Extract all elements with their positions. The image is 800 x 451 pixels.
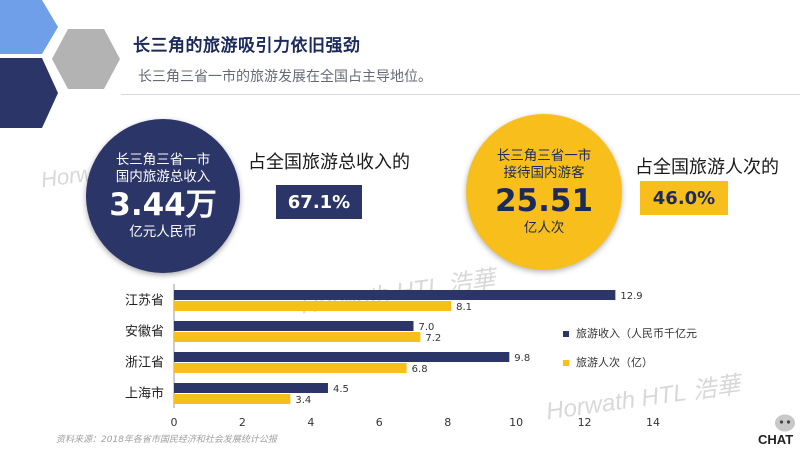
- legend-swatch: [563, 331, 569, 337]
- visitors-circle: 长三角三省一市 接待国内游客 25.51 亿人次: [466, 114, 622, 270]
- data-label: 4.5: [333, 384, 349, 395]
- revenue-share-caption: 占全国旅游总收入的: [248, 152, 410, 173]
- category-label: 上海市: [125, 386, 164, 402]
- x-tick-label: 12: [578, 416, 592, 429]
- bar-visitors: [174, 394, 291, 404]
- data-label: 7.2: [425, 333, 441, 344]
- category-label: 江苏省: [125, 293, 164, 309]
- bar-revenue: [174, 321, 414, 331]
- visitors-share-badge: 46.0%: [640, 181, 728, 215]
- x-tick-label: 10: [509, 416, 523, 429]
- bar-visitors: [174, 363, 407, 373]
- category-label: 浙江省: [125, 356, 164, 371]
- chat-logo-icon: [775, 414, 795, 432]
- visitors-circle-value: 25.51: [494, 182, 594, 219]
- bar-revenue: [174, 290, 616, 300]
- bar-visitors: [174, 332, 421, 342]
- data-label: 6.8: [412, 364, 428, 375]
- x-tick-label: 14: [646, 416, 660, 429]
- legend-label: 旅游人次（亿）: [576, 355, 653, 369]
- x-tick-label: 4: [307, 416, 314, 429]
- hexagon-decoration-navy: [0, 58, 58, 128]
- data-label: 8.1: [456, 302, 472, 313]
- category-label: 安徽省: [125, 325, 164, 340]
- legend-swatch: [563, 360, 569, 366]
- hexagon-decoration-gray: [52, 29, 120, 89]
- revenue-circle-value: 3.44万: [109, 186, 217, 223]
- revenue-circle: 长三角三省一市 国内旅游总收入 3.44万 亿元人民币: [86, 119, 240, 273]
- revenue-share-badge: 67.1%: [276, 185, 362, 219]
- legend-label: 旅游收入（人民币千亿元: [576, 326, 697, 340]
- x-tick-label: 0: [171, 416, 178, 429]
- visitors-circle-line2: 接待国内游客: [503, 164, 585, 181]
- data-label: 3.4: [295, 395, 311, 406]
- visitors-circle-unit: 亿人次: [523, 219, 565, 236]
- x-tick-label: 6: [376, 416, 383, 429]
- x-tick-label: 8: [444, 416, 451, 429]
- revenue-circle-line1: 长三角三省一市: [115, 151, 211, 168]
- x-tick-label: 2: [239, 416, 246, 429]
- header-divider: [121, 94, 800, 95]
- visitors-circle-line1: 长三角三省一市: [496, 147, 592, 164]
- source-note: 资料来源：2018年各省市国民经济和社会发展统计公报: [56, 435, 277, 445]
- bar-revenue: [174, 383, 328, 393]
- data-label: 7.0: [419, 322, 435, 333]
- page-subtitle: 长三角三省一市的旅游发展在全国占主导地位。: [138, 69, 432, 85]
- data-label: 12.9: [620, 291, 642, 302]
- bar-visitors: [174, 301, 452, 311]
- data-label: 9.8: [514, 353, 530, 364]
- revenue-circle-line2: 国内旅游总收入: [115, 168, 211, 185]
- revenue-circle-unit: 亿元人民币: [129, 223, 197, 240]
- page-title: 长三角的旅游吸引力依旧强劲: [133, 36, 361, 56]
- hexagon-decoration-blue: [0, 0, 58, 54]
- bar-revenue: [174, 352, 510, 362]
- chat-logo-text: CHAT: [758, 432, 794, 447]
- visitors-share-caption: 占全国旅游人次的: [635, 157, 779, 178]
